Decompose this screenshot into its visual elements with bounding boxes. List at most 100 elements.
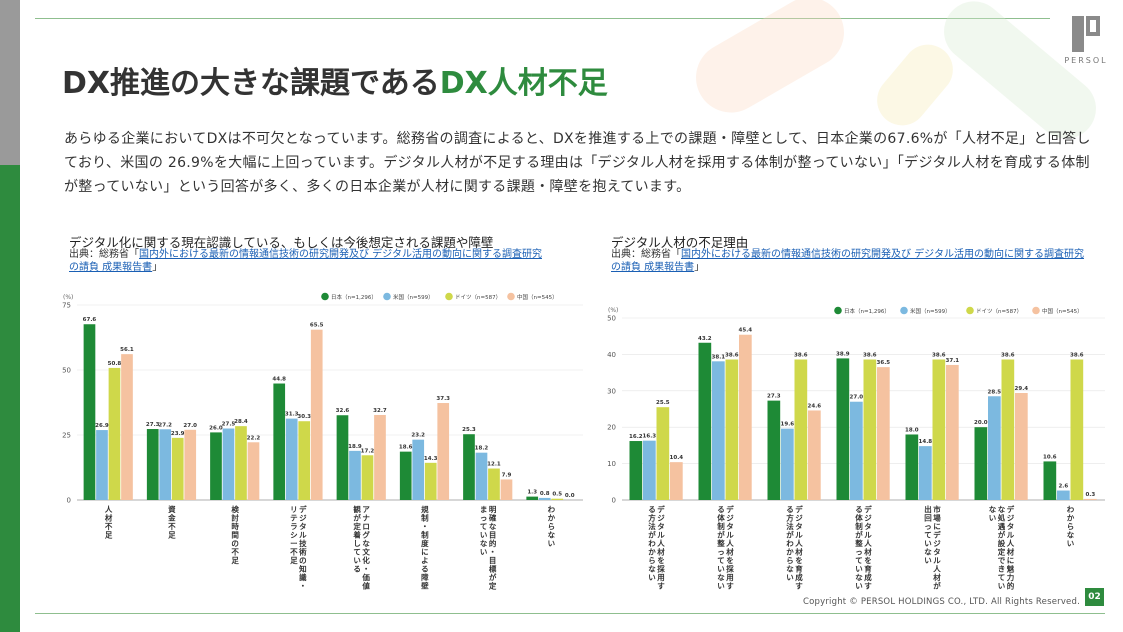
chart1-category-label-char: 金 — [167, 513, 176, 523]
chart1-category-label-char: 術 — [298, 547, 307, 557]
chart2-bar — [877, 367, 890, 500]
chart1-category-label-char: シ — [290, 531, 298, 540]
chart2-category-label-char: て — [924, 531, 932, 540]
chart2-category-label-char: 人 — [795, 539, 803, 548]
chart1-category-label-char: よ — [421, 556, 429, 565]
chart2-category-label-char: を — [726, 556, 734, 565]
chart1-data-label: 65.5 — [310, 323, 324, 329]
chart2-category-label-char: 体 — [717, 513, 725, 523]
chart2-category-label-char: 人 — [933, 565, 941, 574]
chart1-category-label-char: し — [353, 539, 361, 548]
chart2-bar — [863, 359, 877, 500]
chart2-category-label-char: な — [648, 565, 656, 574]
chart1-category-label-char: の — [299, 556, 307, 565]
chart2-data-label: 10.6 — [1043, 454, 1057, 460]
chart2-category-label-char: が — [648, 530, 656, 540]
chart2-category-label-char: か — [1067, 514, 1075, 523]
chart1-title: デジタル化に関する現在認識している、もしくは今後想定される課題や障壁 — [69, 235, 494, 250]
chart1-data-label: 32.6 — [336, 408, 350, 414]
chart1-category-label-char: 技 — [299, 538, 307, 548]
chart1-category-label-char: に — [421, 548, 429, 557]
chart2-category-label-char: 場 — [933, 513, 941, 523]
chart2-category-label-char: い — [1067, 539, 1075, 548]
chart1-category-label-char: グ — [362, 530, 370, 540]
chart2-category-label-char: わ — [1067, 505, 1075, 514]
chart1-bar — [526, 496, 539, 500]
chart2-category-label-char: ル — [657, 531, 665, 540]
chart2-bar — [932, 359, 946, 500]
chart2-data-label: 19.6 — [781, 422, 795, 428]
chart1-category-label-char: 間 — [231, 531, 239, 540]
chart1-data-label: 22.2 — [247, 435, 261, 441]
chart2-category-label-char: ジ — [933, 539, 941, 548]
chart2-category-label-char: る — [648, 505, 656, 514]
chart2-bar — [905, 434, 919, 500]
chart2-bar — [1001, 359, 1015, 500]
chart1-bar — [159, 429, 172, 500]
chart1-data-label: 1.3 — [527, 490, 537, 496]
chart2-category-label-char: を — [864, 556, 872, 565]
chart1-data-label: 37.3 — [436, 396, 450, 402]
chart2-category-label-char: ジ — [864, 514, 872, 523]
chart1-data-label: 0.0 — [565, 493, 575, 499]
chart1-category-label-char: 識 — [299, 572, 307, 582]
chart2-category-label-char: 材 — [864, 547, 872, 557]
chart2-category-label-char: な — [998, 505, 1006, 514]
chart2-data-label: 38.6 — [1070, 352, 1084, 358]
chart2-category-label-char: ジ — [657, 514, 665, 523]
chart2-bar — [836, 358, 850, 500]
chart1-legend-label: 日本（n=1,296） — [331, 293, 377, 301]
chart2-bar — [643, 440, 656, 500]
chart1-category-label-char: デ — [299, 504, 307, 514]
chart2-category-label-char: 材 — [726, 547, 734, 557]
chart2-category-label-char: ジ — [795, 514, 803, 523]
chart2-data-label: 28.5 — [988, 389, 1002, 395]
chart1-category-label-char: 知 — [299, 564, 307, 574]
chart1-category-label-char: 価 — [361, 572, 370, 582]
chart1-legend-swatch — [445, 292, 453, 301]
chart1-bar — [146, 429, 159, 500]
chart2-category-label-char: い — [786, 573, 794, 582]
chart2-category-label-char: な — [989, 505, 997, 514]
chart2-source-link[interactable]: 国内外における最新の情報通信技術の研究開発及び デジタル活用の動向に関する調査研… — [611, 249, 1084, 273]
chart1-category-label-char: 値 — [361, 581, 370, 591]
chart2-category-label-char: 定 — [998, 547, 1006, 557]
chart2-category-label-char: が — [998, 530, 1006, 540]
chart2-category-label-char: 人 — [864, 539, 872, 548]
chart2-bar — [698, 342, 712, 500]
chart1-data-label: 27.5 — [222, 422, 236, 428]
chart2-category-label-char: 法 — [648, 521, 656, 531]
chart2-data-label: 20.0 — [974, 420, 988, 426]
chart1-category-label-char: 観 — [353, 504, 361, 514]
footer-rule — [35, 613, 1105, 614]
chart2-bar — [739, 334, 752, 500]
chart2-data-label: 27.3 — [767, 394, 781, 400]
chart2-data-label: 45.4 — [739, 328, 753, 334]
chart2-category-label-char: 魅 — [1007, 564, 1015, 574]
chart2-category-label-char: ジ — [726, 514, 734, 523]
chart2-category-label-char: 設 — [998, 538, 1006, 548]
chart1-bar — [83, 324, 96, 500]
chart1-category-label-char: ・ — [362, 565, 370, 574]
chart2-category-label-char: ル — [1007, 531, 1015, 540]
chart1-bar — [247, 442, 260, 500]
chart2-category-label-char: 処 — [997, 513, 1006, 523]
sidebar-accent-gray — [0, 0, 20, 165]
chart1-source-link[interactable]: 国内外における最新の情報通信技術の研究開発及び デジタル活用の動向に関する調査研… — [69, 249, 542, 273]
chart2-legend-label: ドイツ（n=587） — [976, 308, 1022, 315]
chart1-category-label-char: テ — [290, 514, 298, 523]
chart1-bar — [374, 414, 386, 500]
chart2-category-label-char: 人 — [657, 539, 665, 548]
chart2-source-suffix: 」 — [694, 262, 705, 273]
chart1-category-label-char: 足 — [290, 556, 298, 565]
chart2-bar — [725, 359, 739, 500]
chart1-category-label-char: 資 — [168, 504, 176, 514]
chart2-category-label-char: て — [998, 573, 1006, 582]
chart2-category-label-char: ら — [786, 556, 794, 565]
chart2-category-label-char: っ — [855, 548, 863, 557]
chart1-category-label-char: が — [489, 572, 497, 582]
chart1-data-label: 30.3 — [297, 414, 311, 420]
chart1-ytick-label: 50 — [62, 367, 71, 375]
chart2-bar — [656, 407, 670, 500]
chart1-category-label-char: 定 — [489, 581, 497, 591]
